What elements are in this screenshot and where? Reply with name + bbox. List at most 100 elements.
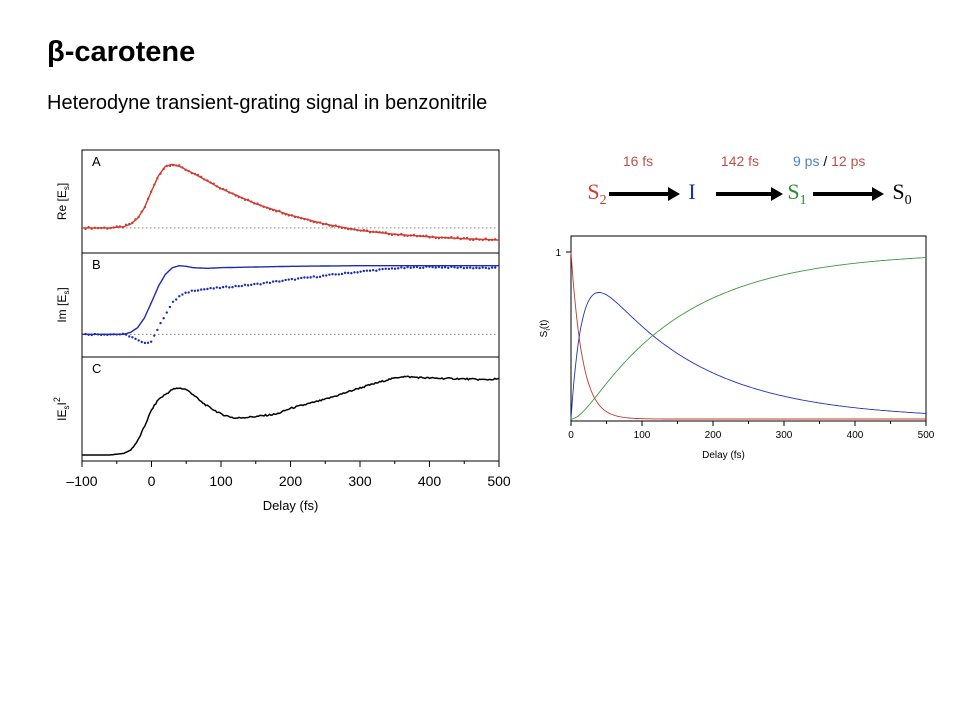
data-point: [400, 232, 403, 236]
data-point: [456, 266, 459, 269]
rate-label-3: 9 ps / 12 ps: [793, 153, 865, 169]
data-point: [278, 280, 281, 283]
data-point: [118, 333, 122, 336]
data-point: [206, 287, 209, 291]
data-point: [353, 271, 356, 274]
data-point: [409, 266, 412, 269]
data-point: [221, 187, 225, 191]
data-point: [262, 205, 265, 209]
data-point: [190, 171, 194, 175]
data-point: [87, 333, 90, 336]
data-point: [472, 267, 475, 270]
data-point: [128, 335, 131, 338]
data-point: [340, 272, 344, 276]
data-point: [387, 267, 391, 271]
data-point: [174, 164, 178, 167]
data-point: [346, 271, 350, 275]
data-point: [493, 266, 497, 269]
data-point: [350, 272, 353, 275]
data-point: [250, 283, 253, 287]
data-point: [212, 287, 215, 290]
data-point: [418, 266, 422, 270]
kinetic-scheme: S2 I S1 S0 16 fs 142 fs 9 ps / 12 ps: [587, 153, 911, 208]
data-point: [303, 276, 306, 279]
data-point: [281, 212, 284, 215]
data-point: [381, 267, 384, 271]
data-point: [356, 229, 359, 232]
data-point: [109, 226, 112, 230]
data-point: [112, 226, 115, 229]
data-point: [143, 341, 147, 345]
x-tick-label: 200: [705, 430, 722, 441]
data-point: [268, 281, 272, 285]
data-point: [275, 279, 278, 283]
data-point: [212, 182, 215, 185]
data-point: [375, 230, 378, 234]
data-point: [487, 238, 491, 242]
data-point: [237, 285, 240, 288]
data-point: [422, 234, 425, 238]
data-point: [412, 233, 416, 237]
data-point: [143, 205, 147, 209]
left-x-axis: –100 0 100 200 300 400 500 Delay (fs): [66, 461, 511, 513]
data-point: [418, 234, 422, 238]
data-point: [431, 235, 434, 238]
panel-letter: B: [92, 257, 101, 272]
data-point: [265, 206, 269, 209]
data-point: [359, 229, 362, 232]
data-point: [315, 276, 319, 279]
data-point: [321, 223, 325, 226]
rate-label-1: 16 fs: [623, 153, 653, 169]
data-point: [337, 273, 341, 276]
data-point: [325, 274, 328, 277]
data-point: [293, 215, 297, 219]
data-point: [403, 234, 406, 238]
data-point: [181, 293, 184, 296]
x-tick-label: 300: [776, 430, 793, 441]
y-axis-label: Si(t): [539, 320, 552, 338]
data-point: [87, 225, 90, 229]
y-tick-label: 1: [555, 248, 561, 259]
data-point: [284, 213, 287, 216]
data-point: [259, 283, 262, 286]
chart-frame: [570, 235, 927, 422]
data-point: [381, 231, 384, 234]
data-point: [468, 266, 472, 269]
data-point: [296, 216, 300, 219]
data-point: [159, 321, 162, 325]
data-point: [234, 194, 237, 197]
data-point: [362, 269, 366, 273]
data-point: [109, 333, 112, 336]
data-point: [428, 236, 431, 239]
panel-a: A Re [Es]: [55, 149, 500, 254]
data-point: [184, 291, 187, 294]
data-point: [390, 267, 394, 270]
x-tick-label: 400: [847, 430, 864, 441]
data-point: [240, 196, 244, 200]
data-point: [140, 210, 143, 213]
data-point: [256, 202, 259, 205]
data-point: [149, 340, 153, 343]
data-point: [228, 191, 231, 194]
data-point: [440, 236, 444, 239]
data-point: [443, 266, 447, 269]
data-point: [209, 286, 212, 290]
data-point: [393, 267, 397, 270]
data-point: [165, 164, 168, 168]
data-point: [284, 278, 287, 282]
data-point: [228, 286, 231, 289]
data-point: [462, 266, 466, 270]
data-point: [275, 210, 278, 213]
x-tick-label: 100: [209, 473, 233, 489]
data-point: [262, 281, 265, 285]
data-point: [415, 265, 419, 269]
data-point: [84, 227, 87, 231]
data-point: [450, 236, 453, 239]
x-tick-label: 200: [279, 473, 303, 489]
data-point: [271, 208, 275, 212]
data-point: [137, 215, 140, 219]
data-point: [215, 286, 219, 289]
population-curve-int: [570, 291, 926, 420]
slide-subtitle: Heterodyne transient-grating signal in b…: [47, 92, 488, 114]
data-point: [134, 218, 137, 221]
